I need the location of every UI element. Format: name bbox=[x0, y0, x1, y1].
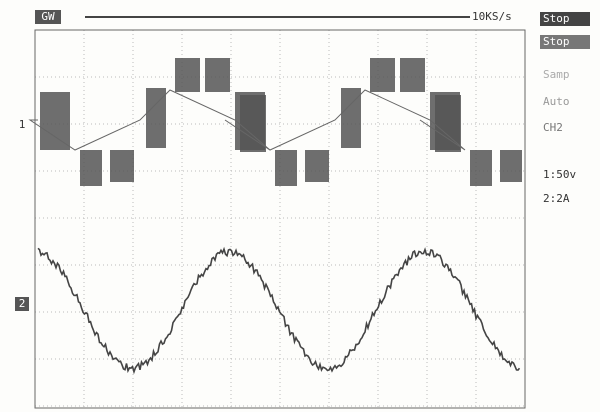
pwm-block bbox=[110, 150, 134, 182]
brand: GW bbox=[41, 10, 55, 23]
pwm-block bbox=[370, 58, 395, 92]
sample-rate: 10KS/s bbox=[472, 10, 512, 23]
pwm-block bbox=[205, 58, 230, 92]
pwm-block bbox=[275, 150, 297, 186]
menu-item[interactable]: Auto bbox=[543, 95, 570, 108]
pwm-block bbox=[430, 92, 460, 150]
pwm-block bbox=[470, 150, 492, 186]
pwm-block bbox=[305, 150, 329, 182]
channel-scale: 2:2A bbox=[543, 192, 570, 205]
voltage-waveform bbox=[28, 58, 522, 186]
channel-scale: 1:50v bbox=[543, 168, 576, 181]
menu-box bbox=[540, 35, 590, 49]
channel-marker: 2 bbox=[19, 297, 26, 310]
brand-box bbox=[35, 10, 61, 24]
pwm-block bbox=[146, 88, 166, 148]
menu-item[interactable]: CH2 bbox=[543, 121, 563, 134]
channel-marker-box bbox=[15, 297, 29, 311]
pwm-block bbox=[400, 58, 425, 92]
pwm-block bbox=[80, 150, 102, 186]
menu-item[interactable]: Samp bbox=[543, 68, 570, 81]
channel-marker: 1 bbox=[19, 118, 26, 131]
pwm-block bbox=[175, 58, 200, 92]
pwm-block bbox=[40, 92, 70, 150]
pwm-block bbox=[235, 92, 265, 150]
menu-item[interactable]: Stop bbox=[543, 35, 570, 48]
pwm-block bbox=[341, 88, 361, 148]
pwm-trace bbox=[28, 89, 466, 151]
current-waveform bbox=[37, 246, 521, 375]
screen-border bbox=[34, 29, 526, 409]
pwm-block bbox=[500, 150, 522, 182]
menu-item[interactable]: Stop bbox=[543, 12, 570, 25]
menu-highlight bbox=[540, 12, 590, 26]
